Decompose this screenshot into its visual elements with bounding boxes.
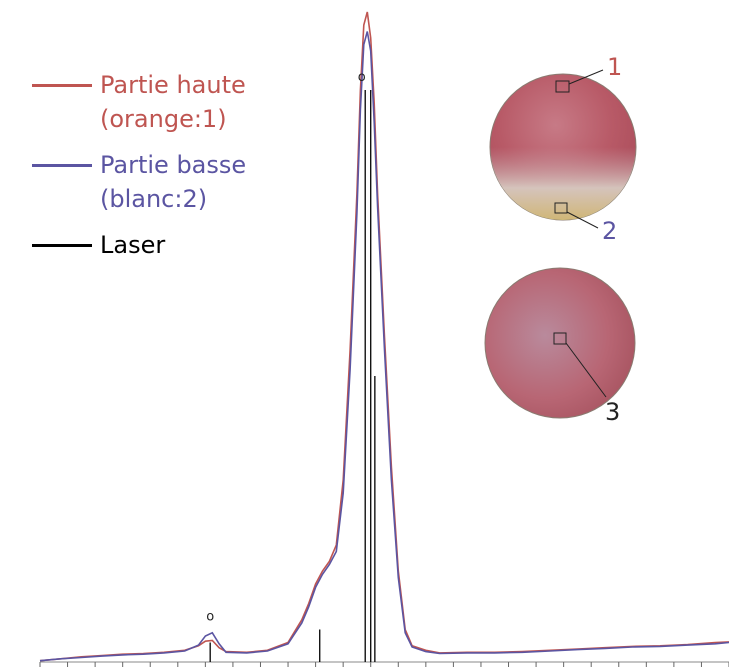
annotation: o [206, 610, 214, 625]
legend-label: Partie haute (orange:1) [100, 71, 246, 133]
spot-1 [555, 80, 570, 93]
sample-top-overlay [490, 74, 636, 220]
spot-3 [553, 332, 567, 345]
spot-2 [554, 202, 568, 214]
annotation: o [358, 70, 366, 85]
spot-label-2: 2 [602, 217, 617, 245]
legend-swatch [32, 244, 92, 247]
legend-entry: Partie basse (blanc:2) [32, 148, 282, 216]
legend-swatch [32, 164, 92, 167]
arrow-1 [568, 69, 604, 85]
spot-label-3: 3 [605, 398, 620, 426]
legend-label: Laser [100, 231, 166, 259]
legend-swatch [32, 84, 92, 87]
sample-images: 1 2 3 [484, 53, 637, 426]
arrow-3 [565, 342, 607, 398]
arrow-2 [566, 211, 599, 229]
legend-label: Partie basse (blanc:2) [100, 151, 247, 213]
legend-entry: Laser [32, 228, 282, 262]
legend-entry: Partie haute (orange:1) [32, 68, 282, 136]
spectrum-line [39, 31, 729, 662]
sample-bottom [484, 267, 636, 419]
spot-label-1: 1 [607, 53, 622, 81]
legend: Partie haute (orange:1) Partie basse (bla… [32, 68, 282, 274]
